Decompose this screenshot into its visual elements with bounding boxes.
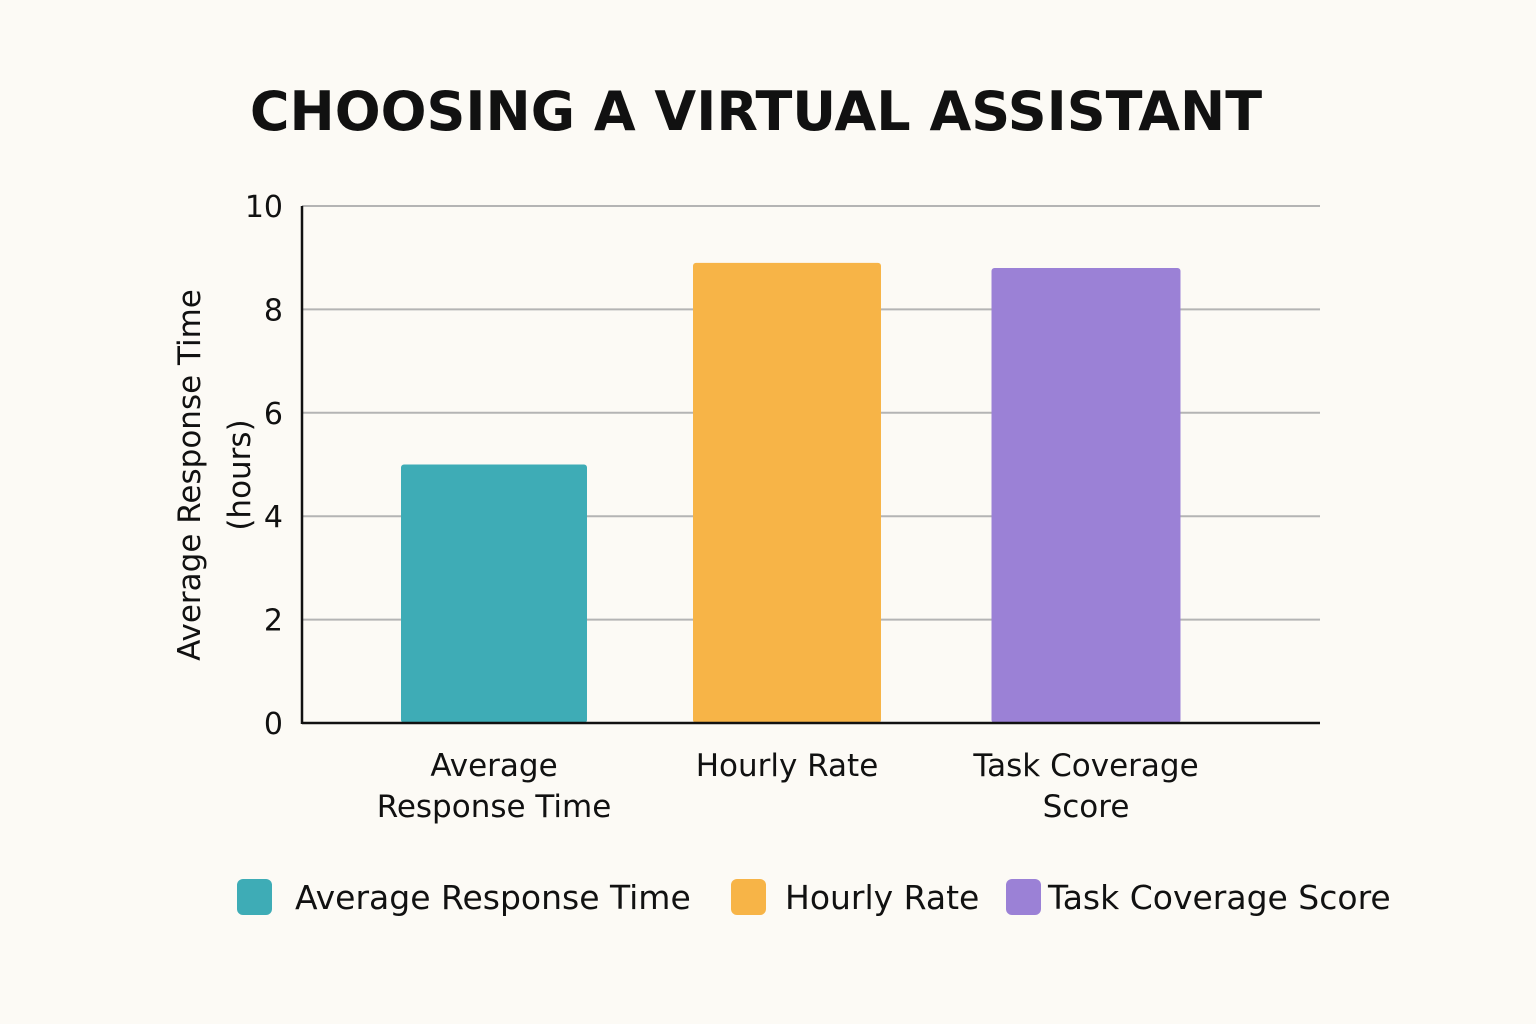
y-tick-label: 2 xyxy=(264,604,283,639)
x-category-label-line: Task Coverage xyxy=(972,748,1198,784)
x-category-label-line: Average xyxy=(430,748,557,784)
legend-label: Task Coverage Score xyxy=(1047,878,1391,917)
axes xyxy=(300,206,1320,725)
y-tick-labels: 0 2 4 6 8 10 xyxy=(245,190,283,742)
x-category-label: Average Response Time xyxy=(377,748,612,825)
chart-title: CHOOSING A VIRTUAL ASSISTANT xyxy=(250,80,1262,143)
y-tick-label: 4 xyxy=(264,500,283,535)
legend-swatch xyxy=(237,879,272,915)
y-tick-label: 0 xyxy=(264,707,283,742)
bar xyxy=(693,262,881,723)
legend: Average Response Time Hourly Rate Task Cov… xyxy=(237,878,1391,917)
x-category-labels: Average Response Time Hourly Rate Task Cove… xyxy=(377,748,1199,825)
x-category-label-line: Response Time xyxy=(377,789,612,825)
x-category-label: Hourly Rate xyxy=(696,748,879,784)
y-axis-title: Average Response Time (hours) xyxy=(172,289,258,661)
x-category-label-line: Score xyxy=(1043,789,1130,825)
y-tick-label: 10 xyxy=(245,190,283,225)
y-axis-label: Average Response Time (hours) xyxy=(172,289,258,661)
y-tick-label: 8 xyxy=(264,293,283,328)
legend-swatch xyxy=(1006,879,1041,915)
bar xyxy=(991,268,1181,723)
y-tick-label: 6 xyxy=(264,397,283,432)
legend-swatch xyxy=(731,879,766,915)
y-axis-title-line: Average Response Time xyxy=(172,289,208,661)
legend-label: Average Response Time xyxy=(295,878,691,917)
x-category-label: Task Coverage Score xyxy=(972,748,1198,825)
x-category-label-line: Hourly Rate xyxy=(696,748,879,784)
bar xyxy=(401,464,587,723)
y-axis-title-line: (hours) xyxy=(222,419,258,530)
legend-label: Hourly Rate xyxy=(785,878,979,917)
bars xyxy=(401,262,1181,723)
